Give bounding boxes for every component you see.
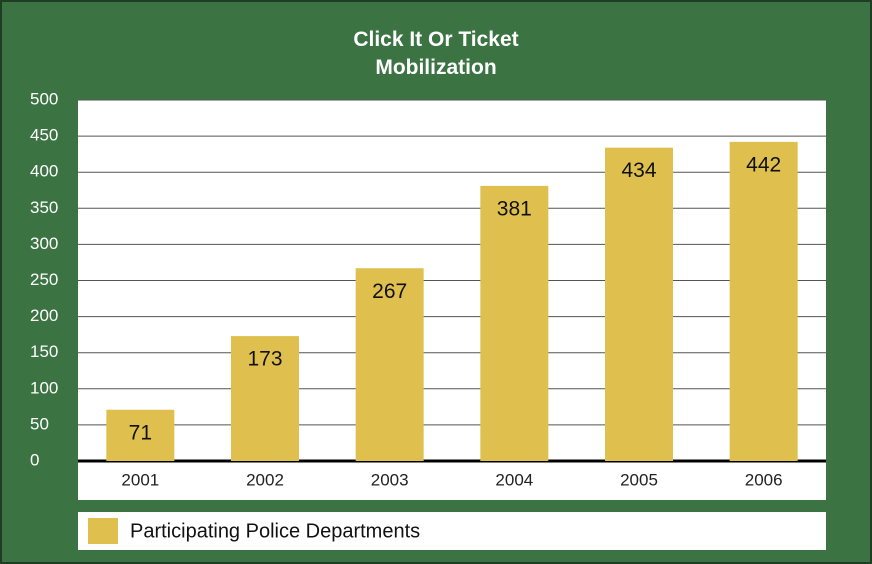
y-tick-label: 450 [30,126,58,145]
x-tick-label: 2003 [371,470,409,489]
x-tick-label: 2002 [246,470,284,489]
y-tick-label: 200 [30,306,58,325]
y-tick-label: 400 [30,162,58,181]
bar [231,336,299,461]
value-label: 267 [372,280,407,303]
y-tick-label: 100 [30,378,58,397]
legend-swatch [88,518,118,544]
value-label: 173 [247,348,282,371]
value-label: 442 [746,153,781,176]
value-label: 381 [497,197,532,220]
x-tick-label: 2001 [121,470,159,489]
y-tick-label: 500 [30,89,58,108]
bar [729,141,798,461]
value-label: 71 [129,421,152,444]
bar [106,409,175,461]
plot-area [78,100,826,500]
bar [480,185,549,461]
y-tick-label: 250 [30,270,58,289]
chart-title: Click It Or Ticket Mobilization [353,28,519,79]
y-tick-label: 300 [30,234,58,253]
y-tick-label: 150 [30,342,58,361]
y-tick-label: 50 [30,414,49,433]
y-tick-label: 350 [30,198,58,217]
y-tick-label: 0 [30,450,39,469]
legend-box [78,512,826,550]
legend-label: Participating Police Departments [130,520,420,542]
bar [355,268,424,461]
value-label: 434 [621,159,656,182]
x-tick-label: 2006 [745,470,783,489]
bar [605,147,673,462]
x-tick-label: 2005 [620,470,658,489]
x-tick-label: 2004 [495,470,533,489]
